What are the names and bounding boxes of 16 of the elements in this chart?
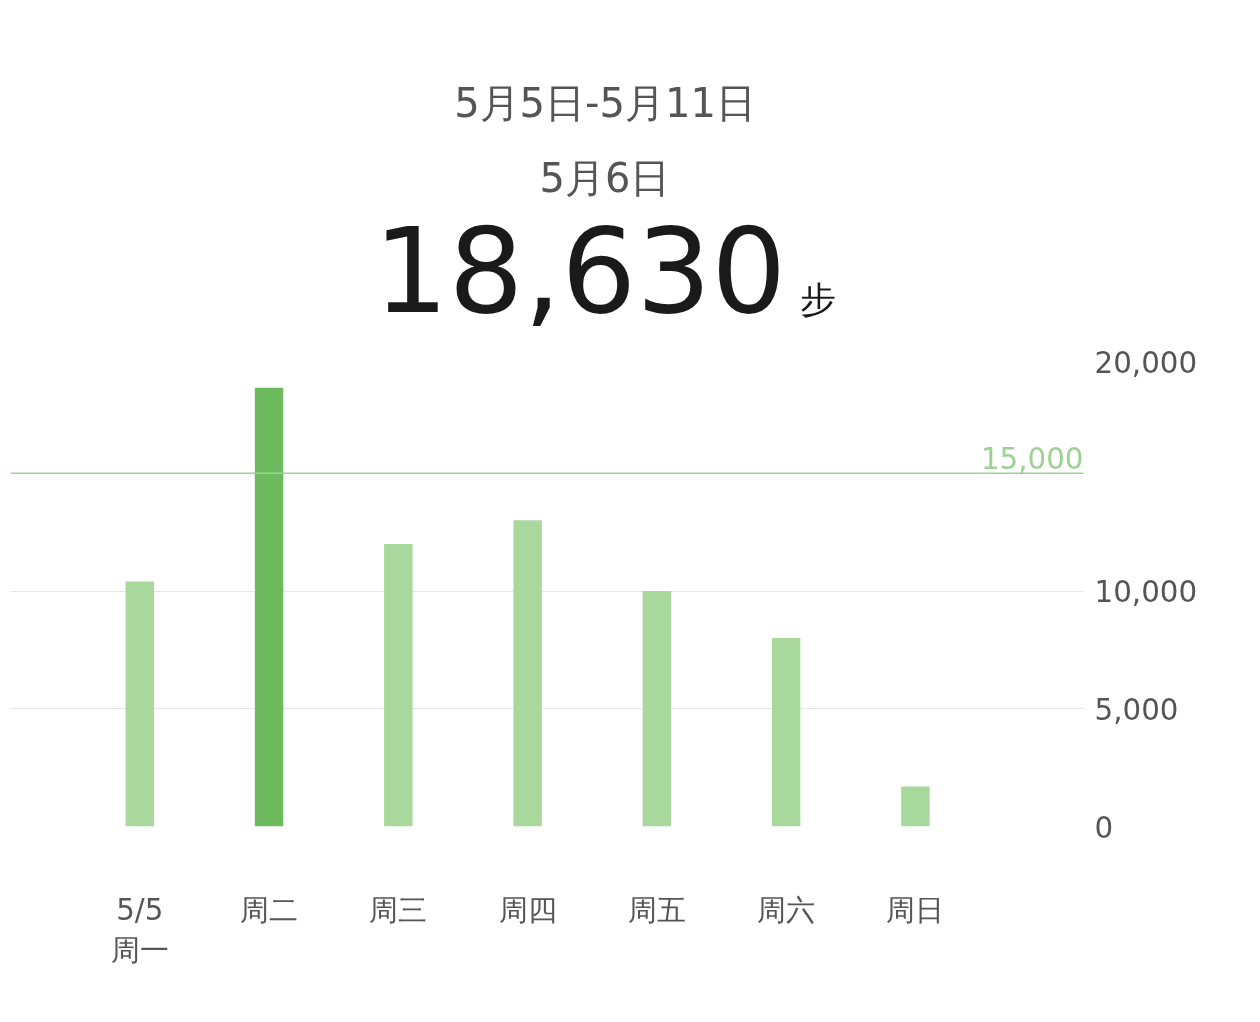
x-tick-label: 5/5 周一	[110, 892, 169, 968]
y-tick-label: 10,000	[1094, 575, 1198, 609]
text: 18,630	[373, 202, 787, 341]
text: 步	[800, 279, 837, 321]
x-tick-label: 周三	[369, 892, 428, 927]
x-tick-label: 周五	[627, 892, 686, 927]
x-tick-label: 周六	[757, 892, 816, 927]
ref-line-label: 15,000	[980, 442, 1084, 477]
x-tick-label: 周四	[498, 892, 557, 927]
y-tick-label: 20,000	[1094, 345, 1198, 380]
y-tick-label: 0	[1094, 810, 1114, 845]
x-tick-label: 周二	[240, 892, 299, 927]
y-tick-label: 5,000	[1094, 692, 1179, 727]
chart-title: 5月5日-5月11日	[453, 79, 757, 128]
chart-subtitle: 5月6日	[539, 155, 671, 202]
x-tick-label: 周日	[886, 892, 945, 927]
